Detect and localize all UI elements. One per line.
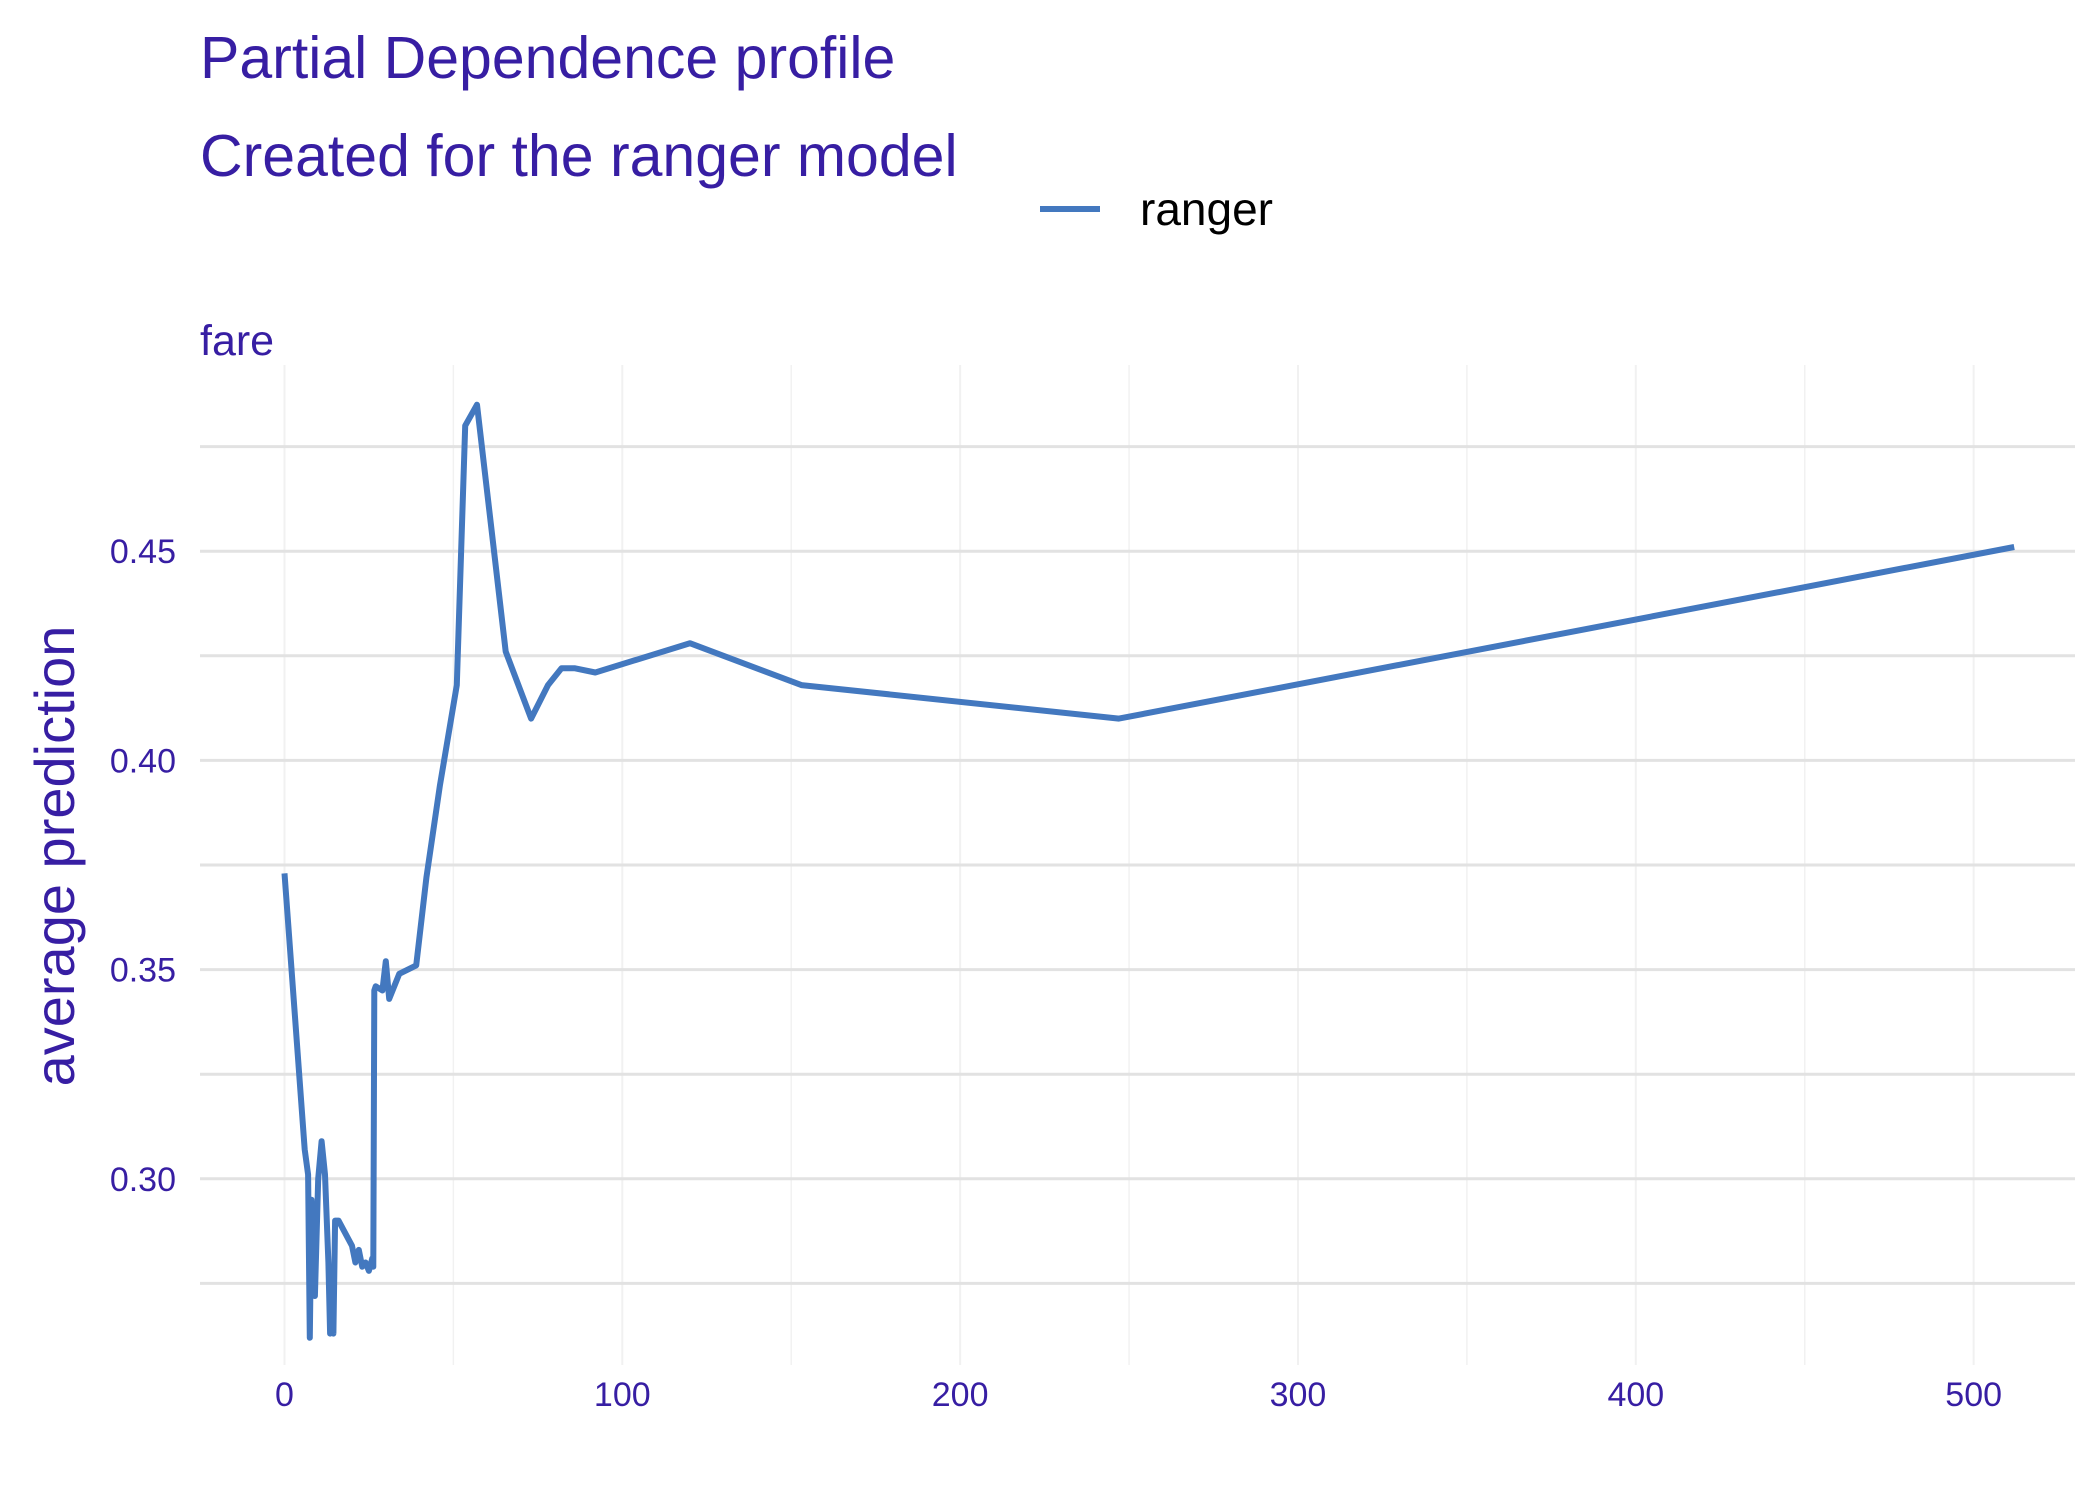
- legend: ranger: [1040, 183, 1273, 235]
- y-tick-label: 0.35: [110, 952, 176, 990]
- x-tick-label: 400: [1607, 1376, 1664, 1414]
- facet-label: fare: [200, 317, 274, 365]
- major-gridlines: [200, 445, 2075, 1285]
- y-axis-ticks: 0.30 0.35 0.40 0.45: [110, 533, 176, 1199]
- x-tick-label: 0: [275, 1376, 294, 1414]
- x-tick-label: 300: [1270, 1376, 1327, 1414]
- y-axis-title: average prediction: [23, 626, 86, 1087]
- x-tick-label: 500: [1945, 1376, 2002, 1414]
- y-tick-label: 0.40: [110, 742, 176, 780]
- series-line-ranger: [281, 401, 2015, 1341]
- x-tick-label: 100: [594, 1376, 651, 1414]
- chart-subtitle: Created for the ranger model: [200, 123, 958, 189]
- y-tick-label: 0.30: [110, 1161, 176, 1199]
- x-tick-label: 200: [932, 1376, 989, 1414]
- series-layer: [281, 401, 2015, 1341]
- x-axis-ticks: 0 100 200 300 400 500: [275, 1376, 2002, 1414]
- chart-title: Partial Dependence profile: [200, 25, 895, 91]
- legend-label-ranger: ranger: [1140, 183, 1273, 235]
- y-tick-label: 0.45: [110, 533, 176, 571]
